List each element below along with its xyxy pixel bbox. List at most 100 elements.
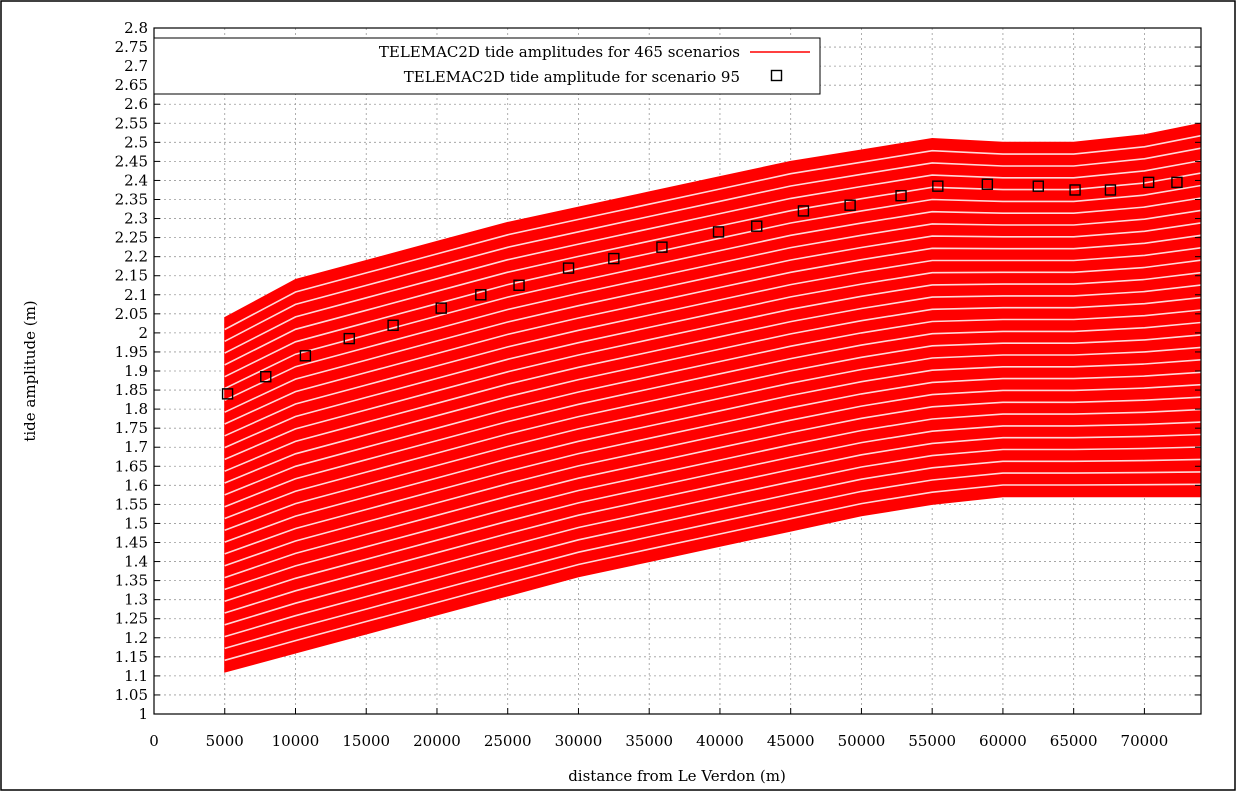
scenario-curve-gap xyxy=(224,222,1201,413)
y-tick-label: 1.3 xyxy=(124,591,148,609)
scenario-95-point xyxy=(932,180,944,192)
legend-box xyxy=(153,37,821,95)
x-tick-label: 25000 xyxy=(484,732,532,750)
scenario-curve-gap xyxy=(224,408,1201,591)
x-tick-label: 65000 xyxy=(1050,732,1098,750)
y-tick-label: 2.2 xyxy=(124,248,148,266)
y-tick-label: 1.55 xyxy=(115,495,148,513)
scenario-curve-gap xyxy=(224,483,1201,662)
y-tick-label: 2.75 xyxy=(115,38,148,56)
scenario-curve-gap xyxy=(224,359,1201,543)
y-tick-label: 2.1 xyxy=(124,286,148,304)
scenario-curve-gap xyxy=(224,446,1201,626)
scenario-curve-gap xyxy=(224,458,1201,638)
y-tick-label: 1.35 xyxy=(115,572,148,590)
y-tick-label: 1.5 xyxy=(124,514,148,532)
scenario-curve-gap xyxy=(224,296,1201,484)
y-tick-label: 2.5 xyxy=(124,133,148,151)
scenario-95-point xyxy=(1171,176,1183,189)
scenario-95-point xyxy=(475,289,487,301)
scenario-95-point xyxy=(1104,184,1117,196)
scenario-curve-gap xyxy=(224,421,1201,602)
x-tick-label: 50000 xyxy=(838,732,886,750)
legend: TELEMAC2D tide amplitudes for 465 scenar… xyxy=(153,37,821,95)
scenario-95-point xyxy=(562,262,575,274)
y-tick-label: 1.1 xyxy=(124,667,148,685)
y-tick-label: 1.75 xyxy=(115,419,148,437)
x-tick-label: 60000 xyxy=(979,732,1027,750)
scenario-curve-gap xyxy=(224,346,1201,532)
scenario-curve-gap xyxy=(224,471,1201,650)
scenario-curve-gap xyxy=(224,371,1201,555)
scenario-curve-gap xyxy=(224,284,1201,472)
scenario-95-point xyxy=(260,371,272,383)
x-tick-label: 15000 xyxy=(342,732,390,750)
scenario-95-point xyxy=(656,241,668,253)
x-tick-label: 0 xyxy=(149,732,159,750)
scenario-curve-gap xyxy=(224,271,1201,461)
scenario-95-point xyxy=(751,220,763,232)
y-tick-label: 2.15 xyxy=(115,267,148,285)
y-tick-label: 1.9 xyxy=(124,362,148,380)
scenario-95-point xyxy=(844,199,856,211)
y-tick-label: 1.6 xyxy=(124,476,148,494)
x-tick-label: 5000 xyxy=(206,732,244,750)
scenario-curve-gap xyxy=(224,247,1201,437)
scenario-95-point xyxy=(981,178,994,190)
scenario-95-point xyxy=(797,205,810,217)
y-tick-label: 2.45 xyxy=(115,152,148,170)
axis-ticks: 0 5000 10000 15000 20000 25000 30000 35000 40000… xyxy=(115,19,1201,750)
y-tick-label: 1 xyxy=(138,705,148,723)
scenario-curve-gap xyxy=(224,209,1201,402)
y-tick-label: 1.4 xyxy=(124,553,148,571)
y-tick-label: 1.85 xyxy=(115,381,148,399)
x-tick-label: 55000 xyxy=(908,732,956,750)
scenario-95-point xyxy=(712,226,725,238)
y-tick-label: 1.05 xyxy=(115,686,148,704)
x-axis-label: distance from Le Verdon (m) xyxy=(568,767,786,785)
x-tick-label: 70000 xyxy=(1121,732,1169,750)
y-tick-label: 1.2 xyxy=(124,629,148,647)
scenario-curve-gap xyxy=(224,309,1201,496)
scenario-curve-gap xyxy=(224,259,1201,449)
scenario-95-point xyxy=(608,252,620,265)
y-tick-label: 1.25 xyxy=(115,610,148,628)
legend-label-all-scenarios: TELEMAC2D tide amplitudes for 465 scenar… xyxy=(379,43,740,61)
scenario-95-point xyxy=(387,319,399,331)
y-tick-label: 2.25 xyxy=(115,229,148,247)
y-tick-label: 1.15 xyxy=(115,648,148,666)
scenario-curve-gap xyxy=(224,234,1201,425)
y-tick-label: 1.95 xyxy=(115,343,148,361)
y-tick-label: 2.8 xyxy=(124,19,148,37)
x-tick-label: 10000 xyxy=(272,732,320,750)
scenario-curve-gap xyxy=(224,147,1201,343)
legend-swatch-square-marker xyxy=(770,69,783,82)
y-tick-label: 1.65 xyxy=(115,457,148,475)
scenario-95-point xyxy=(343,332,355,345)
scenario-curve-gap xyxy=(224,334,1201,520)
x-tick-label: 35000 xyxy=(625,732,673,750)
y-tick-label: 2.65 xyxy=(115,76,148,94)
x-tick-label: 20000 xyxy=(413,732,461,750)
y-tick-label: 2 xyxy=(138,324,148,342)
x-tick-label: 40000 xyxy=(696,732,744,750)
y-tick-label: 2.35 xyxy=(115,191,148,209)
scenario-95-point xyxy=(1069,184,1081,196)
scenario-95-point xyxy=(1142,176,1155,189)
y-tick-label: 1.7 xyxy=(124,438,148,456)
scenario-curve-gap xyxy=(224,134,1201,331)
y-tick-label: 2.05 xyxy=(115,305,148,323)
y-tick-label: 2.55 xyxy=(115,114,148,132)
scenario-curve-gap xyxy=(224,383,1201,567)
y-tick-label: 2.3 xyxy=(124,210,148,228)
scenario-curve-gap xyxy=(224,396,1201,579)
y-tick-label: 1.8 xyxy=(124,400,148,418)
scenario-95-point xyxy=(221,388,234,400)
scenario-95-point xyxy=(895,189,907,202)
y-tick-label: 1.45 xyxy=(115,534,148,552)
x-tick-label: 45000 xyxy=(767,732,815,750)
scenario-curve-gap xyxy=(224,321,1201,508)
scenario-95-point xyxy=(435,302,447,314)
scenario-95-point xyxy=(1032,180,1044,192)
